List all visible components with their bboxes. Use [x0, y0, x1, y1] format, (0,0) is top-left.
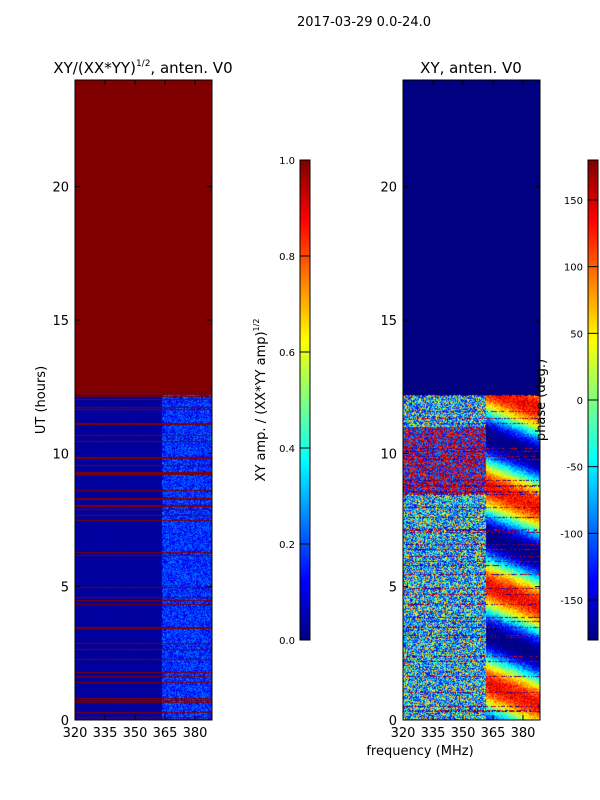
colorbar-tick-label: 100	[564, 263, 583, 274]
x-tick-label: 335	[421, 726, 446, 741]
left-plot-title: XY/(XX*YY)1/2, anten. V0	[53, 59, 232, 77]
colorbar-tick-label: -150	[560, 596, 583, 607]
y-tick-label: 15	[380, 314, 397, 329]
colorbar-tick-label: 0.8	[279, 252, 295, 263]
y-tick-label: 20	[52, 181, 69, 196]
y-tick-label: 15	[52, 314, 69, 329]
colorbar-tick-label: 0.6	[279, 348, 295, 359]
x-tick-label: 380	[183, 726, 208, 741]
y-tick-label: 5	[61, 581, 69, 596]
x-tick-label: 350	[451, 726, 476, 741]
colorbar-tick-label: 0.2	[279, 540, 295, 551]
shared-xlabel: frequency (MHz)	[366, 744, 473, 759]
phase-heatmap	[403, 80, 540, 720]
colorbar-frame	[299, 159, 311, 641]
colorbar-tick-label: 150	[564, 196, 583, 207]
x-tick-label: 380	[511, 726, 536, 741]
amplitude-heatmap	[75, 80, 212, 720]
x-tick-label: 320	[63, 726, 88, 741]
colorbar-tick-label: 1.0	[279, 156, 295, 167]
y-tick-label: 0	[61, 714, 69, 729]
amplitude-colorbar	[300, 160, 310, 640]
x-tick-label: 320	[391, 726, 416, 741]
y-tick-label: 10	[52, 447, 69, 462]
colorbar-tick-label: 50	[570, 329, 583, 340]
right-plot-title: XY, anten. V0	[420, 59, 522, 77]
colorbar-tick-label: -50	[567, 463, 583, 474]
phase-colorbar-label: phase (deg.)	[534, 359, 549, 441]
y-tick-label: 20	[380, 181, 397, 196]
left-ylabel: UT (hours)	[34, 366, 49, 434]
x-tick-label: 350	[123, 726, 148, 741]
colorbar-tick-label: -100	[560, 529, 583, 540]
suptitle: 2017-03-29 0.0-24.0	[297, 15, 431, 30]
y-tick-label: 0	[389, 714, 397, 729]
colorbar-tick-label: 0.4	[279, 444, 295, 455]
colorbar-tick-label: 0	[577, 396, 583, 407]
x-tick-label: 365	[481, 726, 506, 741]
x-tick-label: 365	[153, 726, 178, 741]
colorbar-tick-label: 0.0	[279, 636, 295, 647]
y-tick-label: 10	[380, 447, 397, 462]
x-tick-label: 335	[93, 726, 118, 741]
plot-frame-0	[74, 79, 213, 721]
y-tick-label: 5	[389, 581, 397, 596]
plot-frame-1	[402, 79, 541, 721]
amplitude-colorbar-label: XY amp. / (XX*YY amp)1/2	[252, 319, 269, 482]
